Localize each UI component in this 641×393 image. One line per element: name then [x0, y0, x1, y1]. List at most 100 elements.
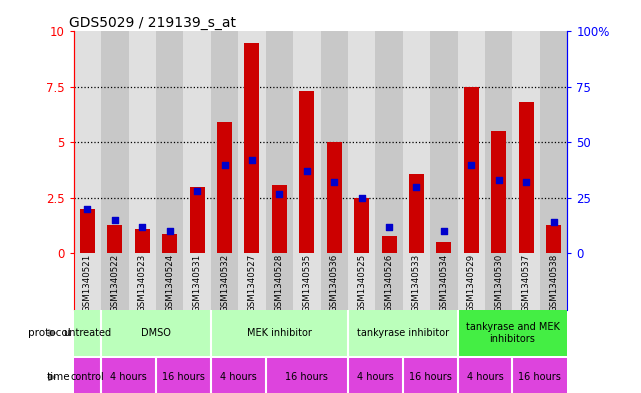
- Bar: [491, 131, 506, 253]
- Bar: [238, 31, 265, 253]
- Bar: [485, 253, 512, 310]
- Point: [274, 190, 285, 196]
- Bar: [211, 310, 348, 356]
- Bar: [135, 229, 150, 253]
- Point: [302, 168, 312, 174]
- Bar: [265, 31, 293, 253]
- Text: 16 hours: 16 hours: [519, 372, 562, 382]
- Bar: [74, 31, 101, 253]
- Text: tankyrase inhibitor: tankyrase inhibitor: [356, 328, 449, 338]
- Bar: [403, 358, 458, 393]
- Bar: [458, 253, 485, 310]
- Bar: [162, 233, 177, 253]
- Point: [137, 224, 147, 230]
- Bar: [299, 92, 314, 253]
- Text: 16 hours: 16 hours: [409, 372, 452, 382]
- Text: GDS5029 / 219139_s_at: GDS5029 / 219139_s_at: [69, 17, 236, 30]
- Bar: [464, 87, 479, 253]
- Bar: [183, 253, 211, 310]
- Bar: [74, 253, 101, 310]
- Bar: [244, 42, 260, 253]
- Bar: [540, 253, 567, 310]
- Point: [247, 157, 257, 163]
- Bar: [512, 31, 540, 253]
- Bar: [156, 31, 183, 253]
- Text: 4 hours: 4 hours: [357, 372, 394, 382]
- Bar: [211, 31, 238, 253]
- Bar: [348, 253, 376, 310]
- Bar: [430, 31, 458, 253]
- Bar: [129, 31, 156, 253]
- Text: protocol: protocol: [28, 328, 71, 338]
- Bar: [211, 358, 265, 393]
- Point: [165, 228, 175, 234]
- Bar: [74, 358, 101, 393]
- Bar: [376, 253, 403, 310]
- Point: [438, 228, 449, 234]
- Text: 16 hours: 16 hours: [162, 372, 205, 382]
- Bar: [156, 358, 211, 393]
- Bar: [348, 310, 458, 356]
- Bar: [519, 103, 534, 253]
- Bar: [381, 236, 397, 253]
- Bar: [265, 358, 348, 393]
- Text: tankyrase and MEK
inhibitors: tankyrase and MEK inhibitors: [465, 322, 560, 344]
- Text: 4 hours: 4 hours: [110, 372, 147, 382]
- Bar: [156, 253, 183, 310]
- Text: DMSO: DMSO: [141, 328, 171, 338]
- Bar: [458, 31, 485, 253]
- Bar: [238, 253, 265, 310]
- Bar: [74, 310, 101, 356]
- Bar: [211, 253, 238, 310]
- Text: time: time: [47, 372, 71, 382]
- Point: [110, 217, 120, 223]
- Text: untreated: untreated: [63, 328, 112, 338]
- Point: [192, 188, 203, 195]
- Bar: [409, 174, 424, 253]
- Bar: [265, 253, 293, 310]
- Point: [329, 179, 339, 185]
- Bar: [293, 31, 320, 253]
- Text: control: control: [71, 372, 104, 382]
- Bar: [348, 31, 376, 253]
- Bar: [437, 242, 451, 253]
- Point: [466, 162, 476, 168]
- Bar: [272, 185, 287, 253]
- Bar: [101, 31, 129, 253]
- Bar: [540, 31, 567, 253]
- Bar: [403, 31, 430, 253]
- Text: 4 hours: 4 hours: [467, 372, 503, 382]
- Bar: [348, 358, 403, 393]
- Bar: [107, 225, 122, 253]
- Text: 16 hours: 16 hours: [285, 372, 328, 382]
- Bar: [101, 253, 129, 310]
- Bar: [101, 310, 211, 356]
- Bar: [376, 31, 403, 253]
- Bar: [403, 253, 430, 310]
- Point: [82, 206, 92, 212]
- Point: [412, 184, 422, 190]
- Point: [356, 195, 367, 201]
- Bar: [293, 253, 320, 310]
- Bar: [546, 225, 561, 253]
- Point: [219, 162, 229, 168]
- Text: 4 hours: 4 hours: [220, 372, 256, 382]
- Bar: [320, 31, 348, 253]
- Bar: [190, 187, 204, 253]
- Bar: [485, 31, 512, 253]
- Bar: [354, 198, 369, 253]
- Text: MEK inhibitor: MEK inhibitor: [247, 328, 312, 338]
- Bar: [129, 253, 156, 310]
- Bar: [327, 142, 342, 253]
- Bar: [80, 209, 95, 253]
- Point: [384, 224, 394, 230]
- Point: [521, 179, 531, 185]
- Point: [494, 177, 504, 184]
- Bar: [183, 31, 211, 253]
- Bar: [458, 310, 567, 356]
- Bar: [512, 253, 540, 310]
- Bar: [430, 253, 458, 310]
- Bar: [217, 123, 232, 253]
- Bar: [512, 358, 567, 393]
- Bar: [458, 358, 512, 393]
